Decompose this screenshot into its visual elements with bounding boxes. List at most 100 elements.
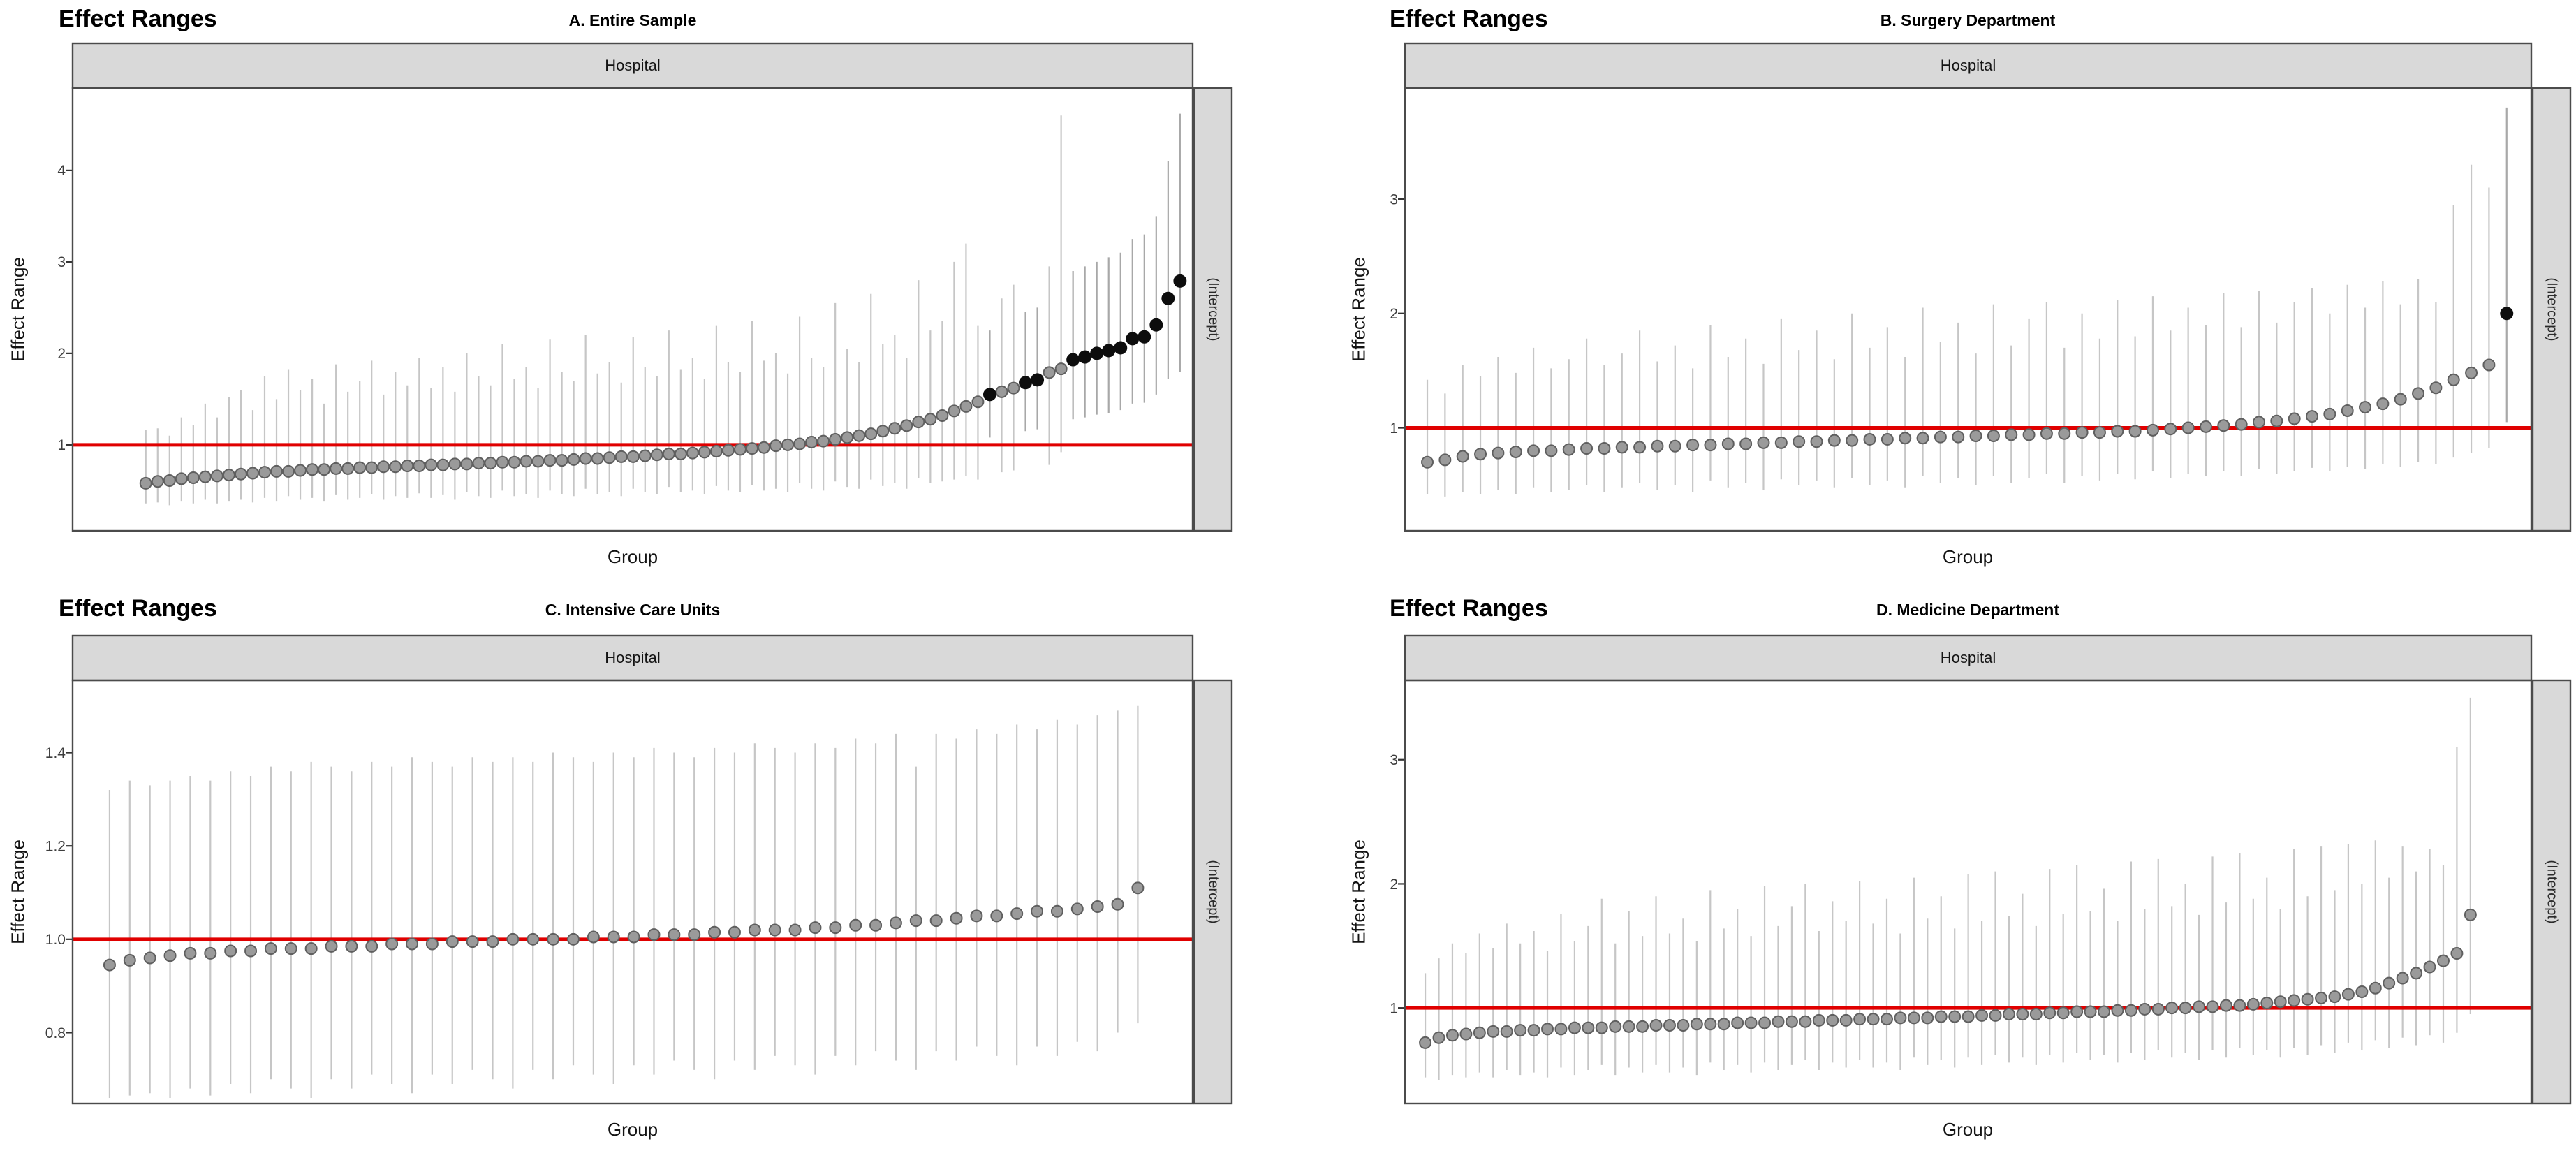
data-point [970, 909, 983, 923]
data-point [950, 911, 963, 925]
data-point [1562, 443, 1575, 456]
data-point [1609, 1020, 1622, 1033]
y-tick-label: 0.8 [45, 1025, 66, 1041]
y-tick-label: 2 [1390, 877, 1398, 893]
facet-strip [71, 634, 1194, 682]
data-point [1739, 437, 1753, 450]
data-point [1907, 1011, 1920, 1025]
data-point [318, 463, 331, 476]
data-point [721, 444, 735, 457]
data-point [325, 939, 338, 953]
y-tick-label: 1 [1390, 1001, 1398, 1017]
data-point [770, 439, 783, 453]
right-facet-strip-label: (Intercept) [1205, 277, 1221, 342]
data-point [995, 385, 1008, 398]
data-point [1445, 1029, 1459, 1042]
data-point [1863, 432, 1876, 446]
data-point [2128, 425, 2142, 438]
data-point [401, 459, 414, 472]
data-point [184, 946, 197, 960]
facet-strip-label: Hospital [605, 649, 661, 666]
significant-data-point [1138, 330, 1151, 344]
data-point [864, 427, 878, 441]
chart-title: Effect Ranges [1390, 595, 1548, 622]
data-point [2464, 908, 2477, 921]
right-facet-strip-label: (Intercept) [1205, 860, 1221, 924]
data-point [1952, 430, 1965, 444]
panel-d: 1 2 3 [1390, 634, 2572, 1105]
data-point [1799, 1015, 1812, 1028]
data-point [284, 942, 297, 955]
y-tick-label: 3 [1390, 752, 1398, 768]
y-tick-label: 1 [1390, 420, 1398, 437]
data-point [876, 425, 890, 438]
data-point [1668, 439, 1681, 453]
data-point [304, 942, 318, 955]
data-point [2328, 990, 2341, 1004]
data-point [2138, 1002, 2151, 1016]
data-point [330, 462, 343, 475]
data-point [406, 937, 419, 951]
y-tick-label: 2 [1390, 306, 1398, 322]
data-point [270, 464, 284, 478]
data-point [1500, 1025, 1513, 1038]
data-point [2233, 999, 2246, 1012]
data-point [1438, 453, 1452, 467]
y-tick-label: 1 [57, 437, 66, 453]
facet-strip [1404, 634, 2533, 682]
data-point [2301, 992, 2314, 1006]
y-axis-title: Effect Range [1348, 840, 1369, 944]
data-point [531, 455, 545, 468]
data-point [1916, 432, 1929, 445]
data-point [1070, 902, 1084, 916]
data-point [2450, 946, 2464, 960]
data-point [2447, 373, 2460, 386]
data-point [2111, 425, 2124, 438]
data-point [103, 958, 116, 972]
data-point [1580, 442, 1594, 455]
data-point [425, 937, 439, 951]
facet-strip-label: Hospital [1940, 57, 1996, 74]
data-point [555, 454, 568, 467]
data-point [1091, 900, 1104, 914]
facet-strip [71, 42, 1194, 89]
data-point [2098, 1005, 2111, 1018]
data-point [413, 459, 426, 472]
data-point [1473, 1026, 1486, 1039]
data-point [2429, 381, 2443, 395]
significant-data-point [1173, 274, 1187, 288]
data-point [210, 469, 223, 483]
data-point [1948, 1010, 1962, 1023]
data-point [924, 413, 937, 426]
data-point [425, 458, 438, 471]
data-point [385, 937, 399, 951]
data-point [1785, 1015, 1798, 1028]
panel-a: 1 2 3 4 [57, 42, 1233, 532]
panel-b: 1 2 3 [1390, 42, 2572, 532]
data-point [1894, 1011, 1907, 1025]
data-point [1492, 446, 1505, 460]
data-point [2058, 427, 2071, 440]
data-point [2093, 426, 2106, 439]
data-point [2394, 393, 2407, 406]
significant-data-point [1161, 291, 1175, 305]
data-point [809, 921, 822, 935]
data-point [2246, 997, 2260, 1011]
data-point [1731, 1016, 1744, 1029]
x-axis-title: Group [607, 1119, 658, 1140]
data-point [1987, 430, 2000, 443]
data-point [1839, 1013, 1853, 1027]
data-point [2022, 428, 2036, 441]
data-point [446, 935, 459, 948]
data-point [2075, 426, 2089, 439]
data-point [143, 951, 156, 965]
data-point [2383, 976, 2396, 990]
data-point [758, 441, 771, 454]
data-point [638, 449, 652, 462]
data-point [2179, 1002, 2192, 1015]
chart-subtitle: B. Surgery Department [1880, 11, 2056, 29]
data-point [2270, 414, 2283, 427]
data-point [2029, 1008, 2043, 1021]
data-point [1622, 1020, 1635, 1033]
